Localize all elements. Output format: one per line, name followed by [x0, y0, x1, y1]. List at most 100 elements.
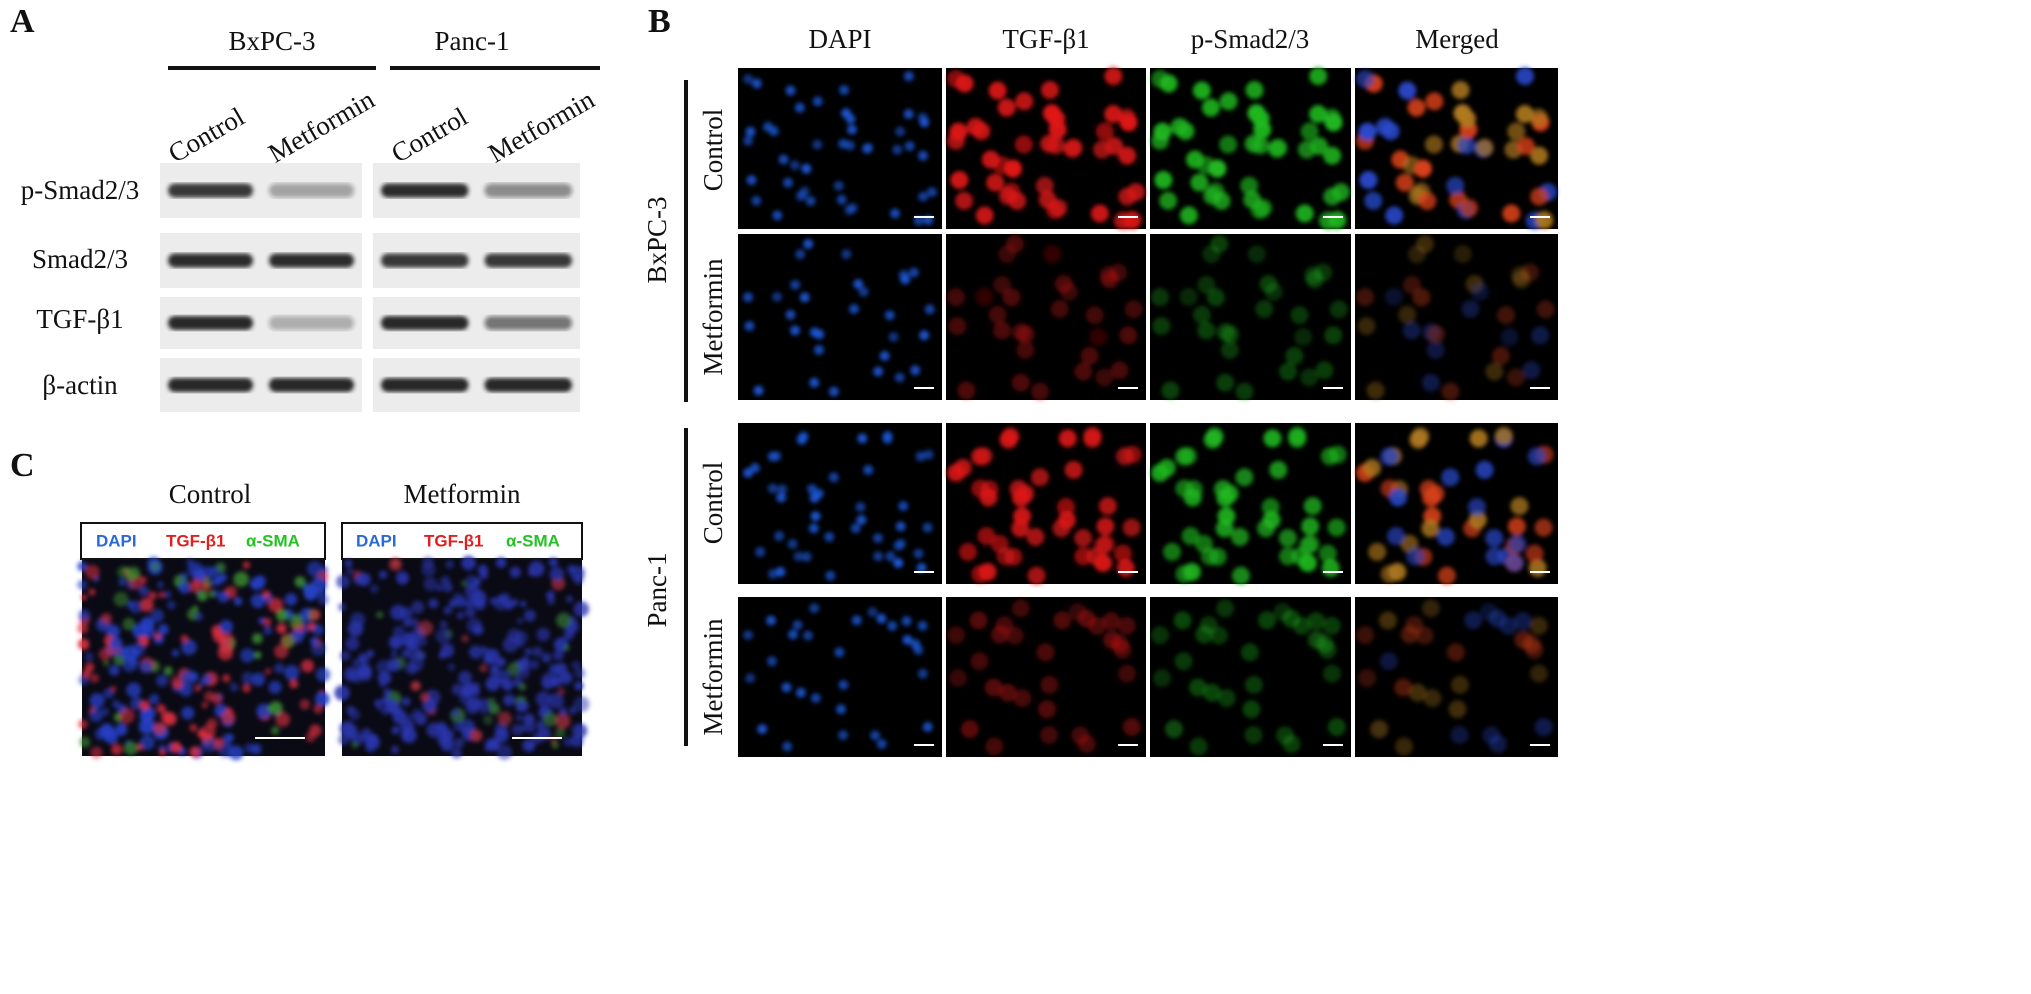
cell	[767, 483, 778, 494]
cell	[1436, 527, 1455, 546]
tissue-cell	[473, 598, 486, 611]
cell	[1457, 136, 1476, 155]
stain-label: TGF-β1	[166, 531, 225, 550]
cell	[836, 194, 847, 205]
lane-label: Metformin	[263, 84, 380, 169]
stain-label: α-SMA	[506, 531, 560, 550]
cell	[1375, 117, 1394, 136]
tissue-cell	[548, 692, 564, 709]
tissue-cell	[496, 744, 513, 760]
tissue-cell	[110, 685, 117, 693]
cell	[918, 150, 929, 161]
cell	[1305, 270, 1324, 289]
stain-label: DAPI	[356, 531, 397, 550]
cell	[857, 433, 868, 444]
cell	[751, 78, 762, 89]
tissue-cell	[262, 590, 271, 599]
cell	[1395, 737, 1414, 756]
cell	[867, 606, 878, 617]
tissue-cell	[428, 598, 439, 609]
tissue-cell	[89, 693, 105, 709]
micrograph	[738, 423, 942, 584]
cell	[1379, 652, 1398, 671]
cell	[1080, 346, 1099, 365]
cell	[879, 350, 890, 361]
cell	[845, 140, 856, 151]
cells	[743, 430, 934, 581]
cell	[1282, 734, 1301, 753]
cell	[810, 693, 821, 704]
tissue-cell	[244, 743, 255, 754]
cell	[803, 238, 814, 249]
tissue-cell	[451, 747, 462, 759]
cell	[1163, 542, 1182, 561]
cell	[922, 522, 933, 533]
cell	[1251, 136, 1270, 155]
tissue-cell	[445, 560, 454, 569]
tissue-cell	[439, 724, 449, 735]
band-group	[168, 316, 354, 330]
cell	[1011, 519, 1030, 538]
cell	[1502, 204, 1521, 223]
lane-label: Control	[386, 101, 472, 168]
cell	[801, 163, 812, 174]
tissue-cell	[250, 593, 266, 609]
tissue-cell	[511, 723, 524, 736]
cell	[1506, 368, 1525, 387]
cell	[1307, 612, 1326, 631]
cells	[1356, 234, 1555, 401]
cell	[767, 451, 778, 462]
cell	[1257, 611, 1276, 630]
cell	[743, 630, 754, 641]
cell	[1039, 726, 1058, 745]
cell	[1216, 599, 1235, 618]
cell	[1421, 599, 1440, 618]
tissue-cell	[516, 665, 530, 680]
cells	[1356, 67, 1557, 230]
cell	[790, 325, 801, 336]
tissue-cell	[346, 568, 353, 575]
cell	[812, 139, 823, 150]
cell	[834, 647, 845, 658]
tissue-cell	[470, 682, 481, 692]
tissue-cell	[571, 660, 581, 670]
cell	[1534, 718, 1553, 737]
cell	[1216, 488, 1235, 507]
tissue-cell	[423, 577, 438, 592]
cell	[1384, 287, 1403, 306]
cell	[1307, 630, 1326, 649]
tissue-cell	[495, 557, 507, 568]
tissue-cell	[391, 726, 400, 735]
tissue-cell	[321, 566, 328, 574]
cell	[1530, 146, 1549, 165]
cell	[1175, 565, 1194, 584]
cell	[898, 501, 909, 512]
cell	[1089, 327, 1108, 346]
tissue-cell	[109, 636, 123, 650]
cell	[1328, 211, 1347, 230]
tissue-cell	[334, 685, 350, 701]
band	[269, 253, 354, 268]
cell	[1514, 630, 1533, 649]
cells	[947, 426, 1142, 585]
cell	[809, 603, 820, 614]
panel-label: A	[10, 3, 35, 40]
tissue-cell	[563, 629, 575, 640]
cell	[1030, 468, 1049, 487]
lane-label: Metformin	[483, 84, 600, 169]
tissue-cell	[509, 566, 521, 578]
tissue-cell	[164, 590, 172, 599]
tissue-cell	[233, 571, 249, 587]
tissue-cell	[277, 609, 286, 618]
cell	[746, 175, 757, 186]
tissue-cell	[391, 650, 398, 657]
tissue-cell	[573, 601, 590, 617]
cell	[1461, 300, 1480, 319]
cell	[1406, 547, 1425, 566]
cell	[888, 331, 899, 342]
tissue-cell	[90, 673, 100, 683]
cell	[1413, 159, 1432, 178]
tissue-cell	[242, 561, 250, 569]
band	[168, 378, 253, 392]
tissue-cell	[451, 708, 461, 718]
